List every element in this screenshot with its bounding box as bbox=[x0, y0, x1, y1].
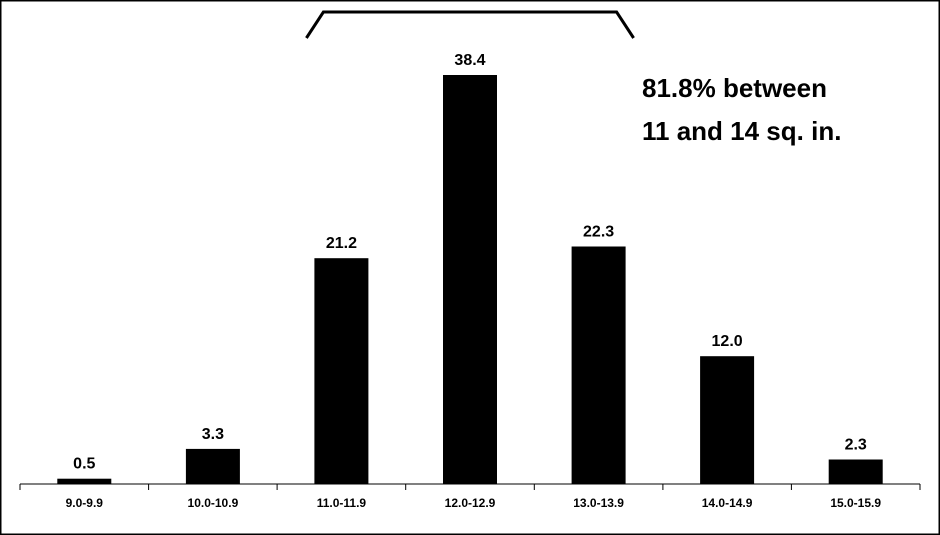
data-label-15.0-15.9: 2.3 bbox=[845, 437, 867, 454]
data-label-12.0-12.9: 38.4 bbox=[454, 52, 485, 69]
annotation-line-1: 81.8% between bbox=[642, 73, 827, 103]
bar-14.0-14.9 bbox=[700, 356, 755, 484]
tick-label-13.0-13.9: 13.0-13.9 bbox=[573, 496, 624, 510]
data-label-9.0-9.9: 0.5 bbox=[73, 456, 95, 473]
bar-9.0-9.9 bbox=[57, 478, 112, 484]
bar-10.0-10.9 bbox=[185, 448, 240, 484]
bar-13.0-13.9 bbox=[571, 246, 626, 484]
x-tick-labels-group: 9.0-9.9 10.0-10.9 11.0-11.9 12.0-12.9 13.0-1… bbox=[66, 496, 882, 510]
tick-label-14.0-14.9: 14.0-14.9 bbox=[702, 496, 753, 510]
tick-label-12.0-12.9: 12.0-12.9 bbox=[445, 496, 496, 510]
data-labels-group: 0.5 3.3 21.2 38.4 22.3 12.0 2.3 bbox=[73, 52, 867, 473]
tick-label-11.0-11.9: 11.0-11.9 bbox=[317, 496, 367, 510]
x-ticks-group bbox=[19, 484, 921, 490]
bars-group bbox=[57, 75, 883, 484]
data-label-11.0-11.9: 21.2 bbox=[326, 235, 357, 252]
data-label-13.0-13.9: 22.3 bbox=[583, 224, 614, 241]
data-label-10.0-10.9: 3.3 bbox=[202, 426, 224, 443]
tick-label-15.0-15.9: 15.0-15.9 bbox=[830, 496, 881, 510]
data-label-14.0-14.9: 12.0 bbox=[712, 333, 743, 350]
annotation-bracket bbox=[305, 10, 635, 39]
tick-label-10.0-10.9: 10.0-10.9 bbox=[188, 496, 239, 510]
tick-label-9.0-9.9: 9.0-9.9 bbox=[66, 496, 104, 510]
bar-12.0-12.9 bbox=[443, 75, 497, 484]
bar-11.0-11.9 bbox=[314, 258, 369, 484]
bar-15.0-15.9 bbox=[828, 459, 883, 484]
annotation-line-2: 11 and 14 sq. in. bbox=[642, 116, 841, 146]
